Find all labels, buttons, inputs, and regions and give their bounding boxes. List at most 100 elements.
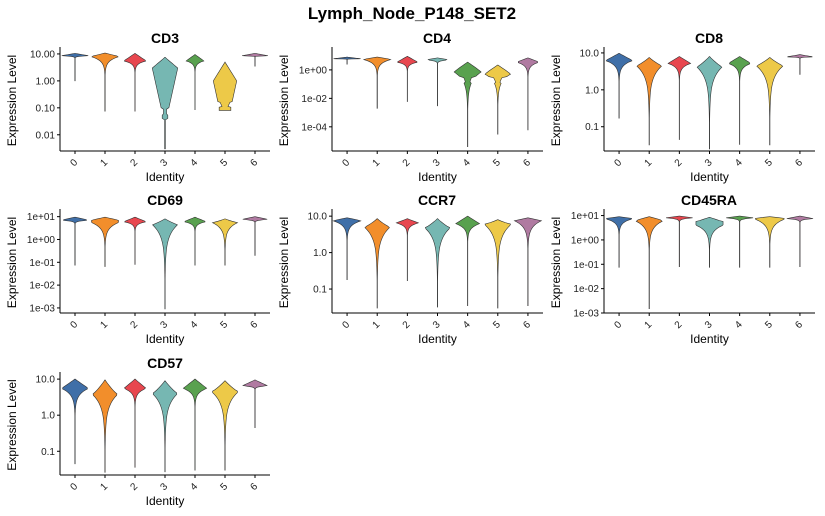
- violin-4: [726, 215, 754, 268]
- x-tick-label: 3: [158, 319, 170, 331]
- violin-4: [729, 56, 751, 145]
- violin-3: [424, 218, 451, 308]
- x-tick-label: 0: [340, 319, 352, 331]
- violin-2: [123, 378, 147, 468]
- y-tick-label: 1e-02: [573, 284, 599, 295]
- x-tick-label: 0: [612, 157, 624, 169]
- y-tick-label: 1.0: [313, 248, 327, 259]
- x-tick-label: 4: [461, 319, 473, 331]
- panel-cd69: CD69 1e+01 1e+00 1e-01 1e-02 1e-03 0 1 2 3 4 5 6 Iden…: [5, 192, 270, 346]
- y-axis-label: Expression Level: [5, 55, 19, 146]
- x-tick-label: 1: [98, 319, 110, 331]
- violin-5: [755, 216, 785, 268]
- y-tick-label: 1e-03: [29, 303, 55, 314]
- violin-5: [484, 64, 511, 135]
- x-tick-label: 5: [491, 157, 503, 169]
- violin-2: [123, 53, 147, 112]
- panel-title: CD3: [151, 30, 179, 46]
- y-tick-label: 1e-02: [29, 281, 55, 292]
- violin-3: [152, 218, 178, 310]
- violin-1: [91, 52, 119, 112]
- x-tick-label: 1: [371, 157, 383, 169]
- violin-3: [427, 57, 448, 107]
- y-tick-label: 1.0: [585, 85, 599, 96]
- x-tick-label: 6: [248, 319, 260, 331]
- violin-4: [453, 61, 482, 148]
- x-axis-label: Identity: [690, 170, 729, 184]
- violin-6: [242, 53, 268, 67]
- panel-title: CD45RA: [681, 192, 737, 208]
- x-tick-label: 0: [68, 319, 80, 331]
- x-tick-label: 3: [158, 157, 170, 169]
- y-axis-label: Expression Level: [277, 55, 291, 146]
- x-tick-label: 4: [188, 481, 200, 493]
- x-tick-label: 3: [431, 319, 443, 331]
- x-axis-label: Identity: [690, 332, 729, 346]
- violin-0: [63, 216, 87, 266]
- panel-cd57: CD57 10.0 1.0 0.1 0 1 2 3 4 5 6 Identity Expression …: [5, 355, 270, 508]
- y-tick-label: 0.1: [41, 447, 55, 458]
- violin-1: [635, 216, 663, 310]
- x-tick-label: 2: [401, 319, 413, 331]
- y-tick-label: 1e+00: [571, 235, 600, 246]
- violin-6: [787, 54, 813, 75]
- x-tick-label: 4: [461, 157, 473, 169]
- panel-cd4: CD4 1e+00 1e-02 1e-04 0 1 2 3 4 5 6 Identity Express…: [277, 30, 543, 184]
- x-tick-label: 3: [158, 481, 170, 493]
- violin-5: [484, 219, 511, 309]
- x-tick-label: 5: [218, 319, 230, 331]
- violin-6: [517, 57, 538, 131]
- y-tick-label: 0.01: [36, 130, 56, 141]
- x-tick-label: 5: [763, 319, 775, 331]
- x-tick-label: 3: [703, 319, 715, 331]
- y-tick-label: 0.1: [313, 285, 327, 296]
- y-axis-label: Expression Level: [5, 379, 19, 470]
- y-tick-label: 1e-01: [573, 260, 599, 271]
- y-tick-label: 1.00: [36, 76, 56, 87]
- x-tick-label: 1: [643, 319, 655, 331]
- x-tick-label: 2: [673, 319, 685, 331]
- x-tick-label: 1: [643, 157, 655, 169]
- violin-2: [397, 56, 418, 102]
- violin-1: [636, 57, 662, 146]
- violin-1: [362, 56, 392, 109]
- violin-5: [212, 380, 238, 471]
- panel-title: CD57: [147, 355, 183, 371]
- x-axis-label: Identity: [418, 332, 457, 346]
- x-tick-label: 0: [612, 319, 624, 331]
- violin-6: [513, 217, 543, 306]
- violin-6: [242, 216, 268, 256]
- y-tick-label: 1e-03: [573, 309, 599, 320]
- y-tick-label: 10.0: [580, 48, 600, 59]
- violin-0: [332, 217, 362, 281]
- violin-0: [61, 53, 89, 82]
- violin-4: [182, 378, 208, 471]
- x-tick-label: 1: [371, 319, 383, 331]
- violin-3: [696, 56, 723, 150]
- violin-0: [62, 378, 88, 465]
- violin-3: [151, 57, 179, 150]
- y-tick-label: 10.0: [308, 212, 328, 223]
- panel-title: CD8: [695, 30, 723, 46]
- violin-4: [455, 215, 481, 306]
- panel-title: CD69: [147, 192, 183, 208]
- panel-cd8: CD8 10.0 1.0 0.1 0 1 2 3 4 5 6 Identity Expression L…: [549, 30, 815, 184]
- y-tick-label: 0.1: [585, 122, 599, 133]
- x-tick-label: 6: [793, 319, 805, 331]
- violin-5: [213, 61, 237, 111]
- violin-3: [695, 216, 724, 268]
- x-axis-label: Identity: [146, 332, 185, 346]
- y-tick-label: 1e-02: [301, 94, 327, 105]
- x-tick-label: 5: [218, 157, 230, 169]
- violin-2: [667, 56, 692, 140]
- y-tick-label: 1e-04: [301, 122, 327, 133]
- y-tick-label: 1.0: [41, 411, 55, 422]
- violin-1: [91, 216, 119, 267]
- x-tick-label: 4: [188, 157, 200, 169]
- panel-cd3: CD3 10.00 1.00 0.10 0.01 0 1 2 3 4 5 6 Identity Expre…: [5, 30, 270, 184]
- panel-title: CCR7: [418, 192, 456, 208]
- panel-cd45ra: CD45RA 1e+01 1e+00 1e-01 1e-02 1e-03 0 1 2 3 4 5 6 Id…: [549, 192, 815, 346]
- x-tick-label: 6: [521, 319, 533, 331]
- x-tick-label: 3: [703, 157, 715, 169]
